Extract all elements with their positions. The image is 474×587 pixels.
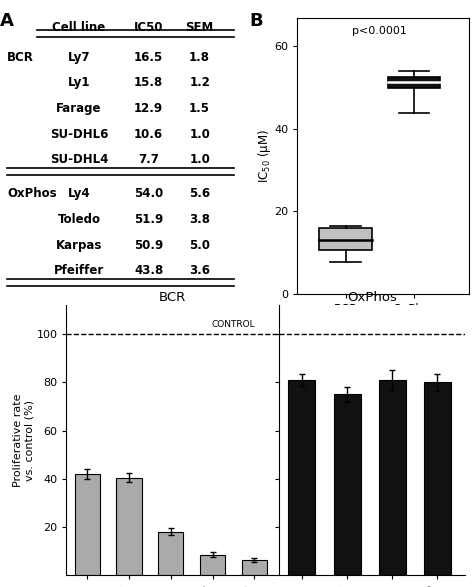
Bar [200,555,225,575]
Text: 1.0: 1.0 [189,153,210,166]
Text: IC50: IC50 [134,21,164,34]
Text: 51.9: 51.9 [134,213,163,226]
Text: A: A [0,12,14,30]
Bar [379,380,406,575]
Text: Cell line: Cell line [52,21,106,34]
Bar [117,478,142,575]
Text: Farage: Farage [56,102,102,115]
Bar [424,382,451,575]
Text: 10.6: 10.6 [134,128,163,141]
Y-axis label: Proliferative rate
vs. control (%): Proliferative rate vs. control (%) [13,393,35,487]
Text: BCR: BCR [7,50,34,64]
Bar [388,77,440,87]
Text: 50.9: 50.9 [134,238,163,252]
Text: 1.2: 1.2 [189,76,210,89]
Text: B: B [249,12,263,30]
Text: 54.0: 54.0 [134,187,163,200]
Text: OxPhos: OxPhos [7,187,57,200]
Bar [288,380,316,575]
Text: 1.8: 1.8 [189,50,210,64]
Text: Toledo: Toledo [57,213,100,226]
Text: 3.6: 3.6 [189,264,210,277]
Title: OxPhos: OxPhos [347,291,397,304]
Bar [158,532,183,575]
Text: 16.5: 16.5 [134,50,163,64]
Title: BCR: BCR [159,291,186,304]
Text: 15.8: 15.8 [134,76,163,89]
Text: 7.7: 7.7 [138,153,159,166]
Text: SU-DHL6: SU-DHL6 [50,128,108,141]
Text: 1.0: 1.0 [189,128,210,141]
Text: 1.5: 1.5 [189,102,210,115]
Text: Ly1: Ly1 [68,76,90,89]
Text: Karpas: Karpas [56,238,102,252]
Text: 5.0: 5.0 [189,238,210,252]
Bar [242,559,267,575]
Text: Pfeiffer: Pfeiffer [54,264,104,277]
Text: 12.9: 12.9 [134,102,163,115]
Text: Ly4: Ly4 [68,187,91,200]
Text: 43.8: 43.8 [134,264,163,277]
Text: 5.6: 5.6 [189,187,210,200]
Text: Ly7: Ly7 [68,50,90,64]
Y-axis label: IC$_{50}$ (μM): IC$_{50}$ (μM) [256,129,273,183]
Text: p<0.0001: p<0.0001 [353,26,407,36]
Text: 3.8: 3.8 [189,213,210,226]
Bar [334,394,361,575]
Bar [319,228,372,250]
Text: SU-DHL4: SU-DHL4 [50,153,108,166]
Text: SEM: SEM [185,21,214,34]
Text: CONTROL: CONTROL [211,321,255,329]
Bar [75,474,100,575]
